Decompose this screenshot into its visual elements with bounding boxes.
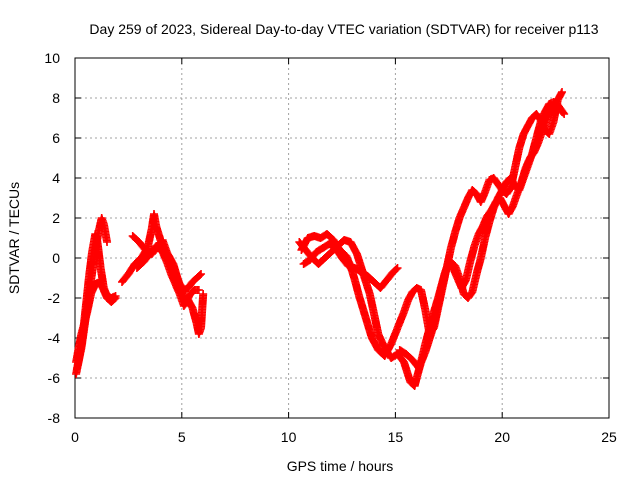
series-trace-j	[395, 98, 569, 372]
y-tick-label: 2	[52, 210, 60, 226]
data-point-marker	[392, 265, 401, 273]
x-tick-label: 25	[601, 429, 617, 445]
y-tick-label: 4	[52, 170, 60, 186]
y-axis-label: SDTVAR / TECUs	[6, 182, 22, 294]
data-point-marker	[103, 238, 112, 246]
data-point-marker	[558, 88, 567, 96]
y-tick-label: 8	[52, 90, 60, 106]
data-point-marker	[196, 271, 204, 279]
x-tick-label: 20	[494, 429, 510, 445]
x-tick-label: 0	[71, 429, 79, 445]
data-point-marker	[197, 270, 206, 278]
data-point-marker	[560, 110, 569, 118]
y-tick-label: 10	[44, 50, 60, 66]
data-point-marker	[111, 294, 120, 302]
data-point-marker	[393, 264, 402, 272]
x-axis-label: GPS time / hours	[287, 458, 394, 474]
series-trace-i	[299, 240, 402, 292]
x-tick-label: 10	[281, 429, 297, 445]
y-tick-label: -2	[48, 290, 61, 306]
y-tick-label: 0	[52, 250, 60, 266]
data-points	[72, 88, 569, 390]
x-tick-label: 15	[388, 429, 404, 445]
plot-frame	[74, 57, 610, 419]
x-tick-label: 5	[178, 429, 186, 445]
data-point-marker	[110, 295, 119, 303]
data-point-marker	[559, 108, 568, 117]
grid-lines	[75, 58, 609, 418]
y-tick-label: -6	[48, 370, 61, 386]
y-tick-label: -4	[48, 330, 61, 346]
tick-labels: 0 5 10 15 20 25 -8 -6 -4 -2 0 2 4 6 8 10	[44, 50, 617, 445]
y-tick-label: -8	[48, 410, 61, 426]
series-trace-c	[73, 214, 112, 372]
series-trace-f	[132, 242, 208, 338]
chart-title: Day 259 of 2023, Sidereal Day-to-day VTE…	[89, 21, 598, 37]
data-point-marker	[194, 286, 203, 294]
data-point-marker	[199, 290, 208, 298]
y-tick-label: 6	[52, 130, 60, 146]
